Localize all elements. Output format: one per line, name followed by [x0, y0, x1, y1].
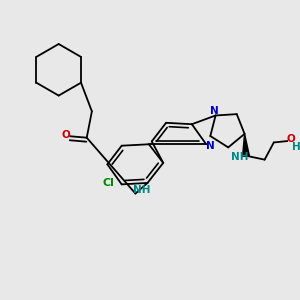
Text: O: O: [287, 134, 296, 144]
Text: N: N: [206, 141, 214, 151]
Text: NH: NH: [231, 152, 248, 162]
Text: H: H: [292, 142, 300, 152]
Text: NH: NH: [133, 185, 151, 195]
Text: Cl: Cl: [102, 178, 114, 188]
Text: N: N: [210, 106, 219, 116]
Polygon shape: [243, 134, 249, 156]
Text: O: O: [61, 130, 70, 140]
